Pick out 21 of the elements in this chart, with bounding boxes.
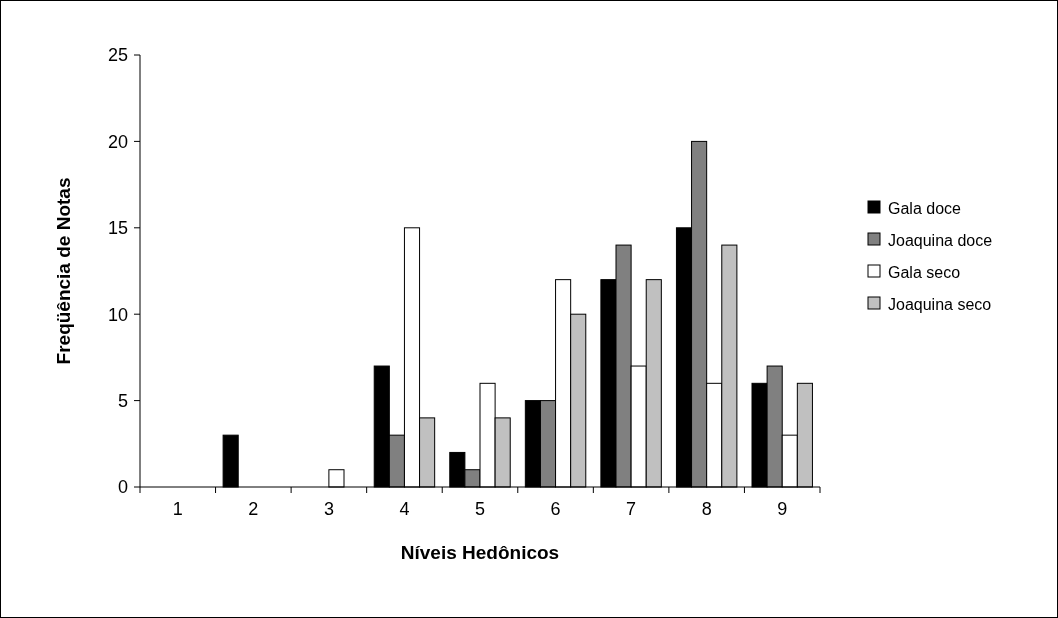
y-tick-label: 15 — [107, 218, 128, 239]
x-tick-label: 4 — [399, 499, 410, 519]
x-axis-title: Níveis Hedônicos — [400, 542, 560, 563]
x-tick-label: 9 — [777, 499, 788, 519]
x-tick-label: 3 — [323, 499, 334, 519]
y-tick-label: 0 — [117, 477, 128, 498]
y-tick-label: 25 — [107, 45, 128, 66]
x-tick-label: 1 — [172, 499, 183, 519]
x-tick-label: 5 — [474, 499, 486, 519]
y-tick-label: 20 — [107, 131, 128, 152]
legend-label: Gala doce — [888, 199, 962, 217]
y-tick-label: 5 — [117, 390, 128, 411]
x-tick-label: 6 — [550, 499, 561, 519]
legend-label: Gala seco — [888, 263, 961, 281]
legend-label: Joaquina seco — [888, 295, 992, 313]
y-tick-label: 10 — [107, 304, 128, 325]
x-tick-label: 8 — [701, 499, 712, 519]
y-axis-title: Freqüência de Notas — [53, 177, 74, 365]
x-tick-label: 2 — [248, 499, 259, 519]
x-tick-label: 7 — [626, 499, 637, 519]
legend-label: Joaquina doce — [888, 231, 993, 249]
